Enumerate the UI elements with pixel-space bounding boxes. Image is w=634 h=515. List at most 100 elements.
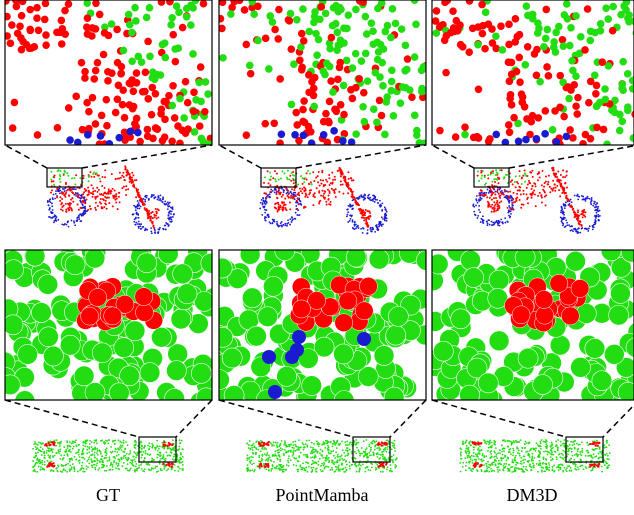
- point: [265, 199, 267, 201]
- point: [363, 199, 365, 201]
- point: [524, 459, 526, 461]
- point: [357, 332, 371, 346]
- point: [159, 41, 167, 49]
- point: [481, 470, 483, 472]
- point: [88, 448, 90, 450]
- point: [127, 170, 129, 172]
- point: [323, 60, 331, 68]
- point: [176, 95, 184, 103]
- point: [50, 469, 52, 471]
- point: [278, 449, 280, 451]
- point: [345, 444, 347, 446]
- point: [595, 204, 597, 206]
- point: [512, 452, 514, 454]
- point: [477, 202, 479, 204]
- point: [142, 470, 144, 472]
- point: [362, 217, 364, 219]
- point: [566, 222, 568, 224]
- point: [293, 450, 295, 452]
- point: [533, 375, 553, 395]
- point: [531, 457, 533, 459]
- point: [529, 171, 531, 173]
- point: [574, 94, 582, 102]
- point: [87, 209, 89, 211]
- point: [293, 189, 295, 191]
- point: [125, 441, 127, 443]
- point: [269, 184, 271, 186]
- point: [190, 108, 198, 116]
- point: [157, 450, 159, 452]
- point: [35, 455, 37, 457]
- point: [567, 24, 575, 32]
- point: [81, 307, 99, 325]
- point: [106, 460, 108, 462]
- point: [146, 229, 148, 231]
- point: [560, 113, 568, 121]
- point: [266, 452, 268, 454]
- point: [144, 468, 146, 470]
- point: [389, 5, 397, 13]
- point: [348, 444, 350, 446]
- point: [383, 465, 385, 467]
- point: [169, 202, 171, 204]
- point: [74, 468, 76, 470]
- point: [498, 195, 500, 197]
- point: [138, 221, 140, 223]
- point: [294, 441, 296, 443]
- point: [505, 41, 513, 49]
- point: [569, 206, 571, 208]
- point: [328, 177, 330, 179]
- point: [466, 0, 474, 5]
- point: [110, 464, 112, 466]
- point: [73, 220, 75, 222]
- point: [507, 207, 509, 209]
- point: [609, 305, 629, 325]
- point: [511, 204, 513, 206]
- point: [290, 197, 292, 199]
- point: [331, 172, 333, 174]
- point: [388, 66, 396, 74]
- point: [280, 447, 282, 449]
- point: [47, 448, 49, 450]
- point: [470, 458, 472, 460]
- point: [97, 205, 99, 207]
- point: [39, 463, 41, 465]
- point: [56, 452, 58, 454]
- point: [274, 178, 276, 180]
- point: [376, 97, 384, 105]
- point: [78, 444, 80, 446]
- point: [92, 466, 94, 468]
- point: [498, 193, 500, 195]
- point: [532, 176, 534, 178]
- point: [196, 122, 204, 130]
- point: [497, 173, 499, 175]
- point: [298, 203, 300, 205]
- point: [566, 197, 568, 199]
- point: [118, 196, 120, 198]
- point: [587, 197, 589, 199]
- point: [491, 211, 493, 213]
- point: [256, 440, 258, 442]
- point: [483, 194, 485, 196]
- point: [328, 198, 330, 200]
- point: [572, 230, 574, 232]
- point: [582, 131, 590, 139]
- point: [95, 202, 97, 204]
- point: [356, 447, 358, 449]
- point: [158, 229, 160, 231]
- point: [591, 199, 593, 201]
- point: [64, 470, 66, 472]
- point: [452, 133, 460, 141]
- point: [384, 387, 404, 407]
- point: [374, 231, 376, 233]
- point: [32, 460, 34, 462]
- point: [309, 192, 311, 194]
- point: [288, 444, 290, 446]
- point: [94, 468, 96, 470]
- point: [74, 441, 76, 443]
- point: [273, 441, 275, 443]
- point: [289, 202, 291, 204]
- point: [129, 452, 131, 454]
- point: [127, 463, 129, 465]
- point: [622, 6, 630, 14]
